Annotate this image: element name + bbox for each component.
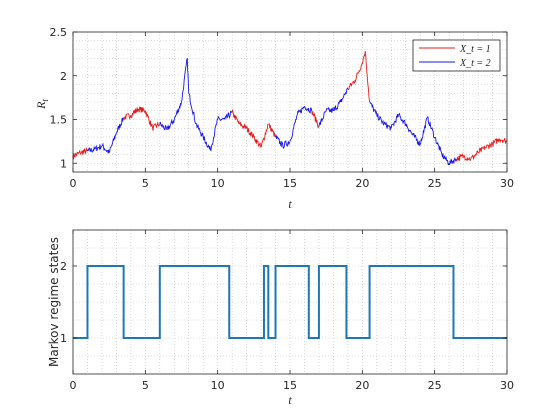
- series-segment-regime-2: [376, 113, 385, 126]
- series-segment-regime-2: [282, 139, 291, 149]
- series-segment-regime-2: [369, 101, 378, 116]
- series-segment-regime-1: [492, 137, 501, 147]
- y-tick-label: 1.5: [50, 114, 68, 127]
- x-tick-label: 25: [428, 177, 442, 190]
- regime-state-line: [73, 265, 507, 339]
- series-segment-regime-2: [108, 132, 117, 153]
- top-xlabel: t: [288, 197, 292, 211]
- series-segment-regime-2: [318, 110, 327, 127]
- series-segment-regime-2: [217, 115, 226, 122]
- series-segment-regime-2: [289, 114, 298, 142]
- series-segment-regime-1: [311, 110, 320, 128]
- series-segment-regime-1: [268, 123, 276, 138]
- series-segment-regime-2: [412, 132, 421, 146]
- bottom-axes: 0 5 10 15 20 25 30 1 2 t Markov regime states: [47, 229, 514, 407]
- bottom-ticks: 0 5 10 15 20 25 30 1 2: [60, 230, 514, 392]
- series-segment-regime-1: [79, 147, 88, 156]
- series-segment-regime-1: [239, 122, 248, 130]
- bottom-series-lines: [73, 265, 507, 339]
- series-segment-regime-1: [253, 135, 262, 148]
- y-tick-label: 2: [60, 70, 67, 83]
- top-ylabel: Rt: [34, 99, 50, 110]
- series-segment-regime-2: [325, 106, 334, 113]
- series-segment-regime-2: [332, 99, 342, 112]
- y-tick-label: 1: [60, 157, 67, 170]
- series-segment-regime-2: [195, 123, 204, 138]
- series-segment-regime-1: [485, 141, 493, 149]
- series-segment-regime-2: [186, 58, 190, 94]
- series-segment-regime-1: [463, 154, 472, 161]
- x-tick-label: 20: [355, 177, 369, 190]
- legend-label-regime-2: X_t = 2: [459, 58, 491, 69]
- series-segment-regime-2: [101, 142, 110, 154]
- series-segment-regime-2: [398, 112, 407, 126]
- top-ticks: 0 5 10 15 20 25 30 1 1.5 2 2.5: [50, 26, 515, 190]
- top-ylabel-subscript: t: [40, 99, 50, 102]
- series-segment-regime-2: [224, 110, 233, 120]
- series-segment-regime-1: [72, 149, 81, 160]
- series-segment-regime-2: [296, 106, 305, 116]
- series-segment-regime-2: [210, 119, 218, 152]
- x-tick-label: 0: [70, 379, 77, 392]
- series-segment-regime-1: [364, 51, 371, 103]
- series-segment-regime-2: [181, 58, 188, 103]
- series-segment-regime-1: [123, 112, 132, 120]
- series-segment-regime-1: [231, 108, 240, 125]
- top-series-lines: [72, 51, 508, 166]
- series-segment-regime-2: [340, 87, 349, 103]
- legend-label-regime-1: X_t = 1: [459, 44, 491, 55]
- x-tick-label: 25: [428, 379, 442, 392]
- series-segment-regime-2: [202, 136, 211, 151]
- series-segment-regime-2: [188, 93, 197, 125]
- series-segment-regime-1: [260, 123, 269, 148]
- series-segment-regime-2: [427, 116, 436, 139]
- series-segment-regime-2: [275, 133, 284, 148]
- series-segment-regime-2: [434, 136, 443, 155]
- series-segment-regime-1: [246, 126, 255, 139]
- series-segment-regime-2: [383, 121, 392, 131]
- series-segment-regime-1: [455, 152, 465, 162]
- series-segment-regime-2: [405, 123, 414, 136]
- series-segment-regime-1: [477, 145, 486, 154]
- series-segment-regime-1: [130, 107, 139, 118]
- x-tick-label: 10: [211, 379, 225, 392]
- series-segment-regime-1: [137, 106, 146, 114]
- top-axes: 0 5 10 15 20 25 30 1 1.5 2 2.5 t Rt X_t = 1 X_t = …: [34, 26, 514, 211]
- series-segment-regime-1: [361, 51, 366, 65]
- series-segment-regime-1: [354, 62, 363, 83]
- series-segment-regime-2: [159, 121, 168, 131]
- y-tick-label: 2: [60, 260, 67, 273]
- x-tick-label: 10: [211, 177, 225, 190]
- y-tick-label: 2.5: [50, 26, 68, 39]
- series-segment-regime-1: [470, 150, 479, 161]
- x-tick-label: 5: [142, 379, 149, 392]
- series-segment-regime-2: [94, 144, 103, 152]
- x-tick-label: 30: [500, 379, 514, 392]
- series-segment-regime-1: [499, 138, 508, 144]
- x-tick-label: 5: [142, 177, 149, 190]
- series-segment-regime-2: [390, 114, 399, 129]
- legend: X_t = 1 X_t = 2: [412, 39, 501, 72]
- series-segment-regime-1: [144, 110, 154, 129]
- series-segment-regime-2: [448, 157, 457, 166]
- legend-box: [412, 39, 501, 72]
- bottom-xlabel: t: [288, 393, 292, 407]
- x-tick-label: 30: [500, 177, 514, 190]
- series-segment-regime-1: [152, 121, 161, 131]
- x-tick-label: 15: [283, 177, 297, 190]
- x-tick-label: 20: [355, 379, 369, 392]
- x-tick-label: 0: [70, 177, 77, 190]
- x-tick-label: 15: [283, 379, 297, 392]
- series-segment-regime-2: [441, 153, 450, 166]
- series-segment-regime-2: [116, 117, 124, 134]
- series-segment-regime-2: [304, 106, 313, 114]
- series-segment-regime-1: [347, 80, 356, 91]
- y-tick-label: 1: [60, 332, 67, 345]
- series-segment-regime-2: [87, 146, 96, 153]
- bottom-ylabel: Markov regime states: [47, 237, 61, 367]
- series-segment-regime-2: [173, 101, 182, 120]
- series-segment-regime-2: [419, 117, 428, 145]
- series-segment-regime-2: [166, 118, 175, 131]
